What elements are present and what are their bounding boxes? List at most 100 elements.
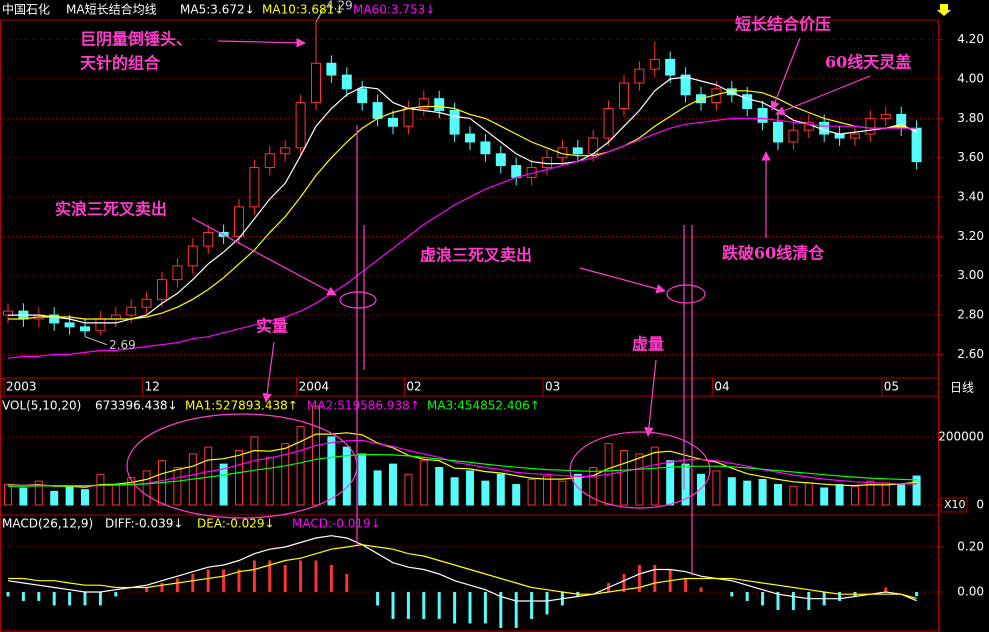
date-row <box>0 377 939 397</box>
candle-body <box>480 141 491 155</box>
volume-bar <box>81 489 89 506</box>
annotations: 巨阴量倒锤头、 天针的组合 实浪三死叉卖出 虚浪三死叉卖出 短长结合价压 60线… <box>55 15 911 575</box>
volume-bar <box>373 470 382 506</box>
volume-bar <box>358 453 367 506</box>
volume-bar <box>743 480 752 506</box>
volume-bar <box>650 446 659 506</box>
x-tick-label: 2003 <box>6 380 37 394</box>
x-tick-label: 2004 <box>299 380 330 394</box>
volume-bar <box>543 475 551 506</box>
volume-bar <box>851 485 859 506</box>
volume-bar <box>96 473 105 506</box>
annotation: 巨阴量倒锤头、 <box>80 30 192 49</box>
volume-bar <box>389 463 397 506</box>
volume-bar <box>312 405 320 506</box>
candle-body <box>64 322 75 328</box>
volume-bar <box>173 467 182 506</box>
candle-body <box>157 279 167 300</box>
annotation: 虚浪三死叉卖出 <box>420 246 532 265</box>
volume-bar <box>727 477 736 506</box>
annotation: 实量 <box>256 317 288 336</box>
volume-bar <box>342 446 351 506</box>
candle-body <box>264 153 275 169</box>
volume-bar <box>758 478 767 506</box>
candle-body <box>126 306 137 316</box>
candle-body <box>434 98 445 111</box>
candle-body <box>465 133 475 143</box>
x-tick-label: 12 <box>145 380 160 394</box>
x-tick-label: 02 <box>406 380 421 394</box>
volume-bar <box>404 473 413 506</box>
volume-bar <box>281 443 290 506</box>
y-tick-label: 3.80 <box>957 111 984 125</box>
volume-bar <box>527 478 536 506</box>
low-label: 2.69 <box>109 338 136 352</box>
candle-body <box>388 117 398 127</box>
volume-bar <box>835 484 844 506</box>
y-tick-label: 0.20 <box>957 539 984 553</box>
candle-body <box>742 94 753 110</box>
candle-body <box>357 88 368 104</box>
period-label: 日线 <box>950 381 974 395</box>
ellipse-mark <box>569 431 711 509</box>
y-tick-label: 200000 <box>938 429 984 443</box>
arrow <box>644 359 657 437</box>
legend-ma5: MA5:3.672↓ <box>180 3 255 17</box>
volume-bar <box>712 470 721 506</box>
volume-bar <box>34 480 43 506</box>
x-tick-label: 05 <box>884 380 899 394</box>
volume-bar <box>804 482 813 506</box>
volume-bar <box>789 485 798 506</box>
y-tick-label: 2.60 <box>957 347 984 361</box>
annotation: 实浪三死叉卖出 <box>55 200 167 219</box>
volume-bar <box>4 484 12 506</box>
scale-label: X10 <box>944 498 966 511</box>
candle-body <box>372 102 383 119</box>
legend-diff: DIFF:-0.039↓ <box>105 517 183 531</box>
candle-body <box>557 147 568 159</box>
annotation: 虚量 <box>632 335 664 354</box>
volume-bar <box>235 449 243 506</box>
volume-bar <box>635 453 644 506</box>
candle-body <box>495 153 506 167</box>
volume-bar <box>142 470 151 506</box>
volume-bar <box>558 480 567 506</box>
candle-body <box>95 318 106 332</box>
legend-ma10: MA10:3.681↓ <box>262 3 344 17</box>
arrow <box>579 267 666 294</box>
extreme-pointer <box>84 336 108 346</box>
volume-bar <box>866 480 875 506</box>
legend-dea: DEA:-0.029↓ <box>197 517 275 531</box>
candle-body <box>773 121 783 143</box>
candle-body <box>249 167 260 208</box>
candle-body <box>634 68 645 84</box>
annotation: 60线天灵盖 <box>825 53 911 72</box>
volume-bar <box>327 436 336 506</box>
arrow <box>775 75 871 116</box>
ma-line <box>7 535 917 602</box>
candle-body <box>850 133 860 139</box>
candle-body <box>819 121 830 135</box>
candle-body <box>619 82 629 110</box>
x-tick-label: 03 <box>545 380 560 394</box>
candle-body <box>511 165 522 178</box>
legend-macd: MACD:-0.019↓ <box>292 517 381 531</box>
volume-bar <box>681 463 690 506</box>
candle-body <box>49 314 60 324</box>
candle-body <box>187 245 198 267</box>
candle-body <box>203 231 214 247</box>
candle-body <box>172 265 183 281</box>
annotation: 跌破60线清仓 <box>722 244 825 263</box>
annotation: 天针的组合 <box>80 54 161 73</box>
y-tick-label: 2.80 <box>957 308 984 322</box>
candle-body <box>911 127 922 163</box>
candle-body <box>110 314 121 320</box>
annotation: 短长结合价压 <box>735 15 831 34</box>
volume-bar <box>820 487 829 506</box>
ellipse-mark <box>126 413 358 519</box>
volume-bar <box>496 473 505 506</box>
volume-bar <box>512 484 521 506</box>
volume-bar <box>50 490 59 506</box>
candle-body <box>341 74 352 90</box>
candle-body <box>880 113 891 119</box>
